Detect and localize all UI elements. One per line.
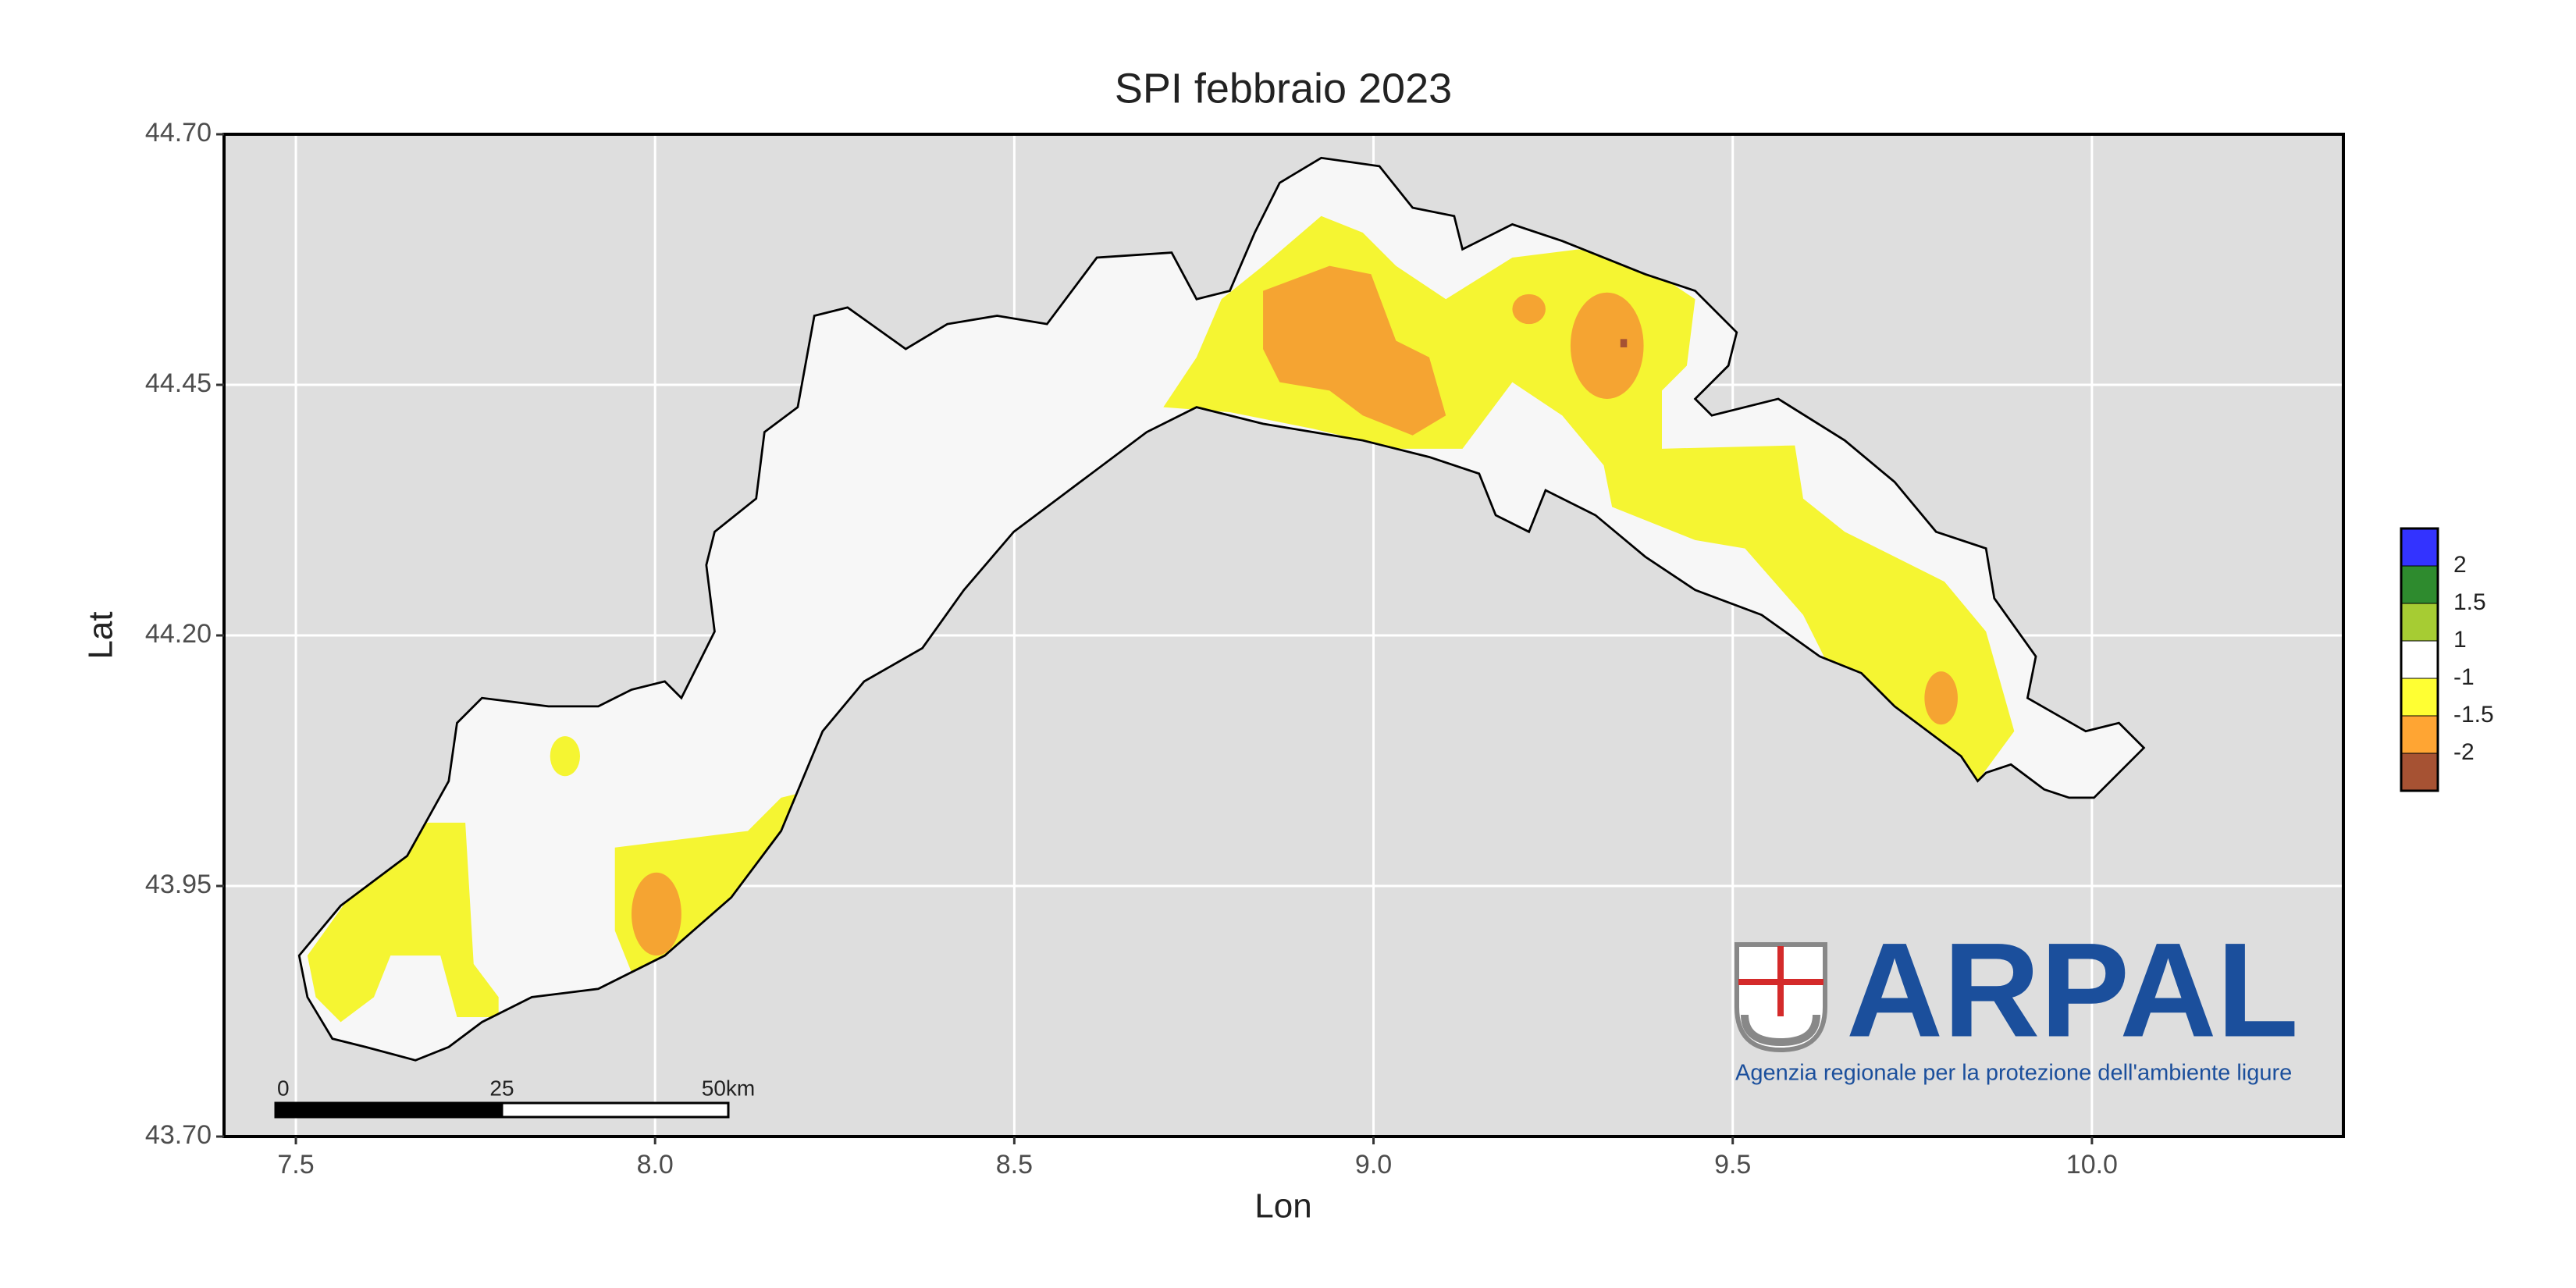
logo-arc xyxy=(1741,1014,1820,1047)
zone-very-dry xyxy=(632,872,681,956)
x-tick-label: 8.5 xyxy=(996,1150,1033,1179)
legend-label: -2 xyxy=(2453,739,2475,765)
legend-label: 1 xyxy=(2453,627,2467,653)
legend: 2 1.5 1 -1 -1.5 -2 xyxy=(2400,527,2494,792)
legend-frame xyxy=(2400,527,2439,792)
x-axis-title: Lon xyxy=(1254,1187,1311,1226)
legend-label: 2 xyxy=(2453,552,2467,578)
logo: ARPAL Agenzia regionale per la protezion… xyxy=(1735,915,2299,1086)
logo-cross xyxy=(1738,979,1823,985)
legend-swatch xyxy=(2400,753,2439,792)
map xyxy=(297,156,2145,1062)
scale-bar: 0 25 50km xyxy=(274,1076,755,1119)
y-tick-label: 43.95 xyxy=(145,870,212,899)
scale-segment xyxy=(274,1101,503,1119)
legend-label: -1 xyxy=(2453,664,2475,690)
legend-swatch xyxy=(2400,715,2439,754)
legend-swatch xyxy=(2400,603,2439,642)
legend-swatch xyxy=(2400,528,2439,567)
scale-label: 0 xyxy=(277,1076,290,1100)
y-tick-label: 44.70 xyxy=(145,118,212,148)
y-tick-label: 44.20 xyxy=(145,619,212,649)
x-tick-label: 8.0 xyxy=(637,1150,674,1179)
logo-name: ARPAL xyxy=(1846,915,2299,1065)
scale-label: 25 xyxy=(489,1076,514,1100)
zone-dry xyxy=(550,736,581,777)
legend-swatch xyxy=(2400,565,2439,604)
chart-title: SPI febbraio 2023 xyxy=(1115,65,1452,112)
zone-extreme xyxy=(1620,339,1628,347)
y-tick-label: 44.45 xyxy=(145,368,212,398)
x-tick-label: 7.5 xyxy=(277,1150,314,1179)
legend-label: -1.5 xyxy=(2453,702,2494,728)
zone-very-dry xyxy=(1263,265,1446,436)
zone-very-dry xyxy=(1570,292,1644,399)
zone-very-dry xyxy=(1512,294,1546,325)
zone-very-dry xyxy=(1924,671,1958,725)
legend-swatch xyxy=(2400,640,2439,679)
zone-dry xyxy=(307,822,499,1023)
y-tick-label: 43.70 xyxy=(145,1120,212,1150)
scale-segment xyxy=(500,1101,730,1119)
y-axis-title: Lat xyxy=(82,611,120,659)
x-tick-label: 10.0 xyxy=(2066,1150,2118,1179)
legend-swatch xyxy=(2400,678,2439,717)
x-tick-label: 9.5 xyxy=(1714,1150,1751,1179)
logo-tagline: Agenzia regionale per la protezione dell… xyxy=(1735,1061,2292,1086)
legend-label: 1.5 xyxy=(2453,589,2486,615)
spi-zones xyxy=(307,215,2015,1023)
scale-label: 50km xyxy=(702,1076,755,1100)
x-tick-label: 9.0 xyxy=(1355,1150,1392,1179)
